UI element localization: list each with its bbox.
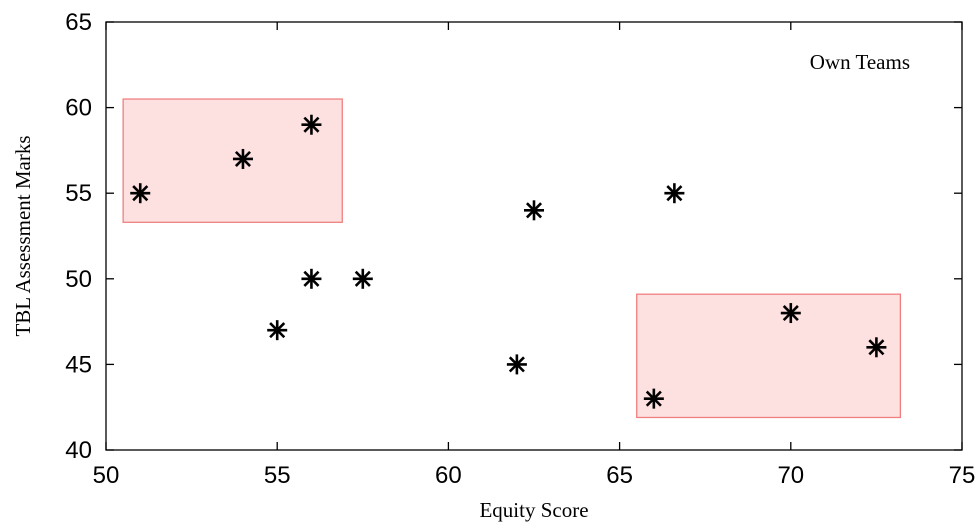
- y-tick-label: 50: [65, 266, 92, 293]
- y-axis-title: TBL Assessment Marks: [11, 135, 35, 336]
- x-tick-label: 65: [606, 462, 633, 489]
- y-tick-label: 55: [65, 180, 92, 207]
- data-point: [267, 320, 288, 341]
- x-axis-title: Equity Score: [479, 498, 588, 522]
- data-point: [524, 200, 544, 221]
- x-tick-label: 55: [264, 462, 291, 489]
- data-point: [643, 388, 664, 409]
- data-point: [301, 268, 322, 289]
- x-tick-label: 50: [93, 462, 120, 489]
- legend-label: Own Teams: [810, 50, 910, 74]
- x-tick-label: 75: [949, 462, 976, 489]
- data-point: [506, 354, 527, 375]
- axis-ticks: 50 55 60 65 70 75 40 45 50 55 60 65: [65, 9, 975, 489]
- data-point: [130, 183, 151, 204]
- data-point: [301, 114, 322, 135]
- data-point: [232, 148, 253, 169]
- plot-frame: [105, 21, 963, 451]
- data-point: [664, 183, 685, 204]
- data-point: [866, 337, 887, 358]
- x-tick-label: 60: [435, 462, 462, 489]
- y-tick-label: 65: [65, 9, 92, 36]
- data-point: [352, 268, 373, 289]
- y-tick-label: 45: [65, 351, 92, 378]
- highlight-region: [122, 98, 343, 223]
- data-point: [780, 303, 801, 324]
- highlight-region: [636, 293, 902, 419]
- y-tick-label: 60: [65, 95, 92, 122]
- y-tick-label: 40: [65, 437, 92, 464]
- data-points: [130, 114, 887, 409]
- x-tick-label: 70: [777, 462, 804, 489]
